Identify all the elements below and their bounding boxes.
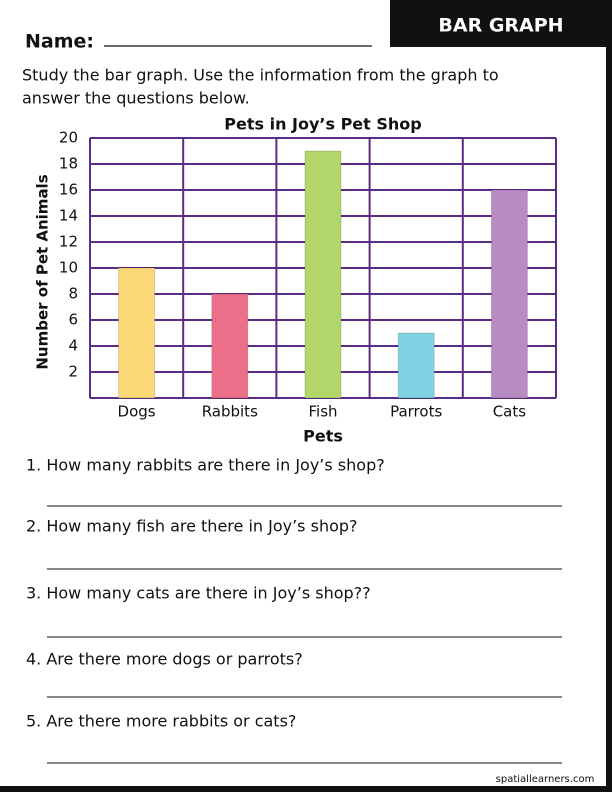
instructions: Study the bar graph. Use the information… <box>22 66 499 85</box>
bar <box>304 150 342 399</box>
x-tick-label: Rabbits <box>202 403 258 421</box>
y-tick-label: 16 <box>59 181 78 199</box>
y-tick-label: 4 <box>68 337 78 355</box>
instructions: answer the questions below. <box>22 89 250 108</box>
bar <box>211 293 249 399</box>
y-tick-label: 10 <box>59 259 78 277</box>
y-tick-label: 2 <box>68 363 78 381</box>
y-tick-label: 8 <box>68 285 78 303</box>
name-label: Name: <box>25 31 94 53</box>
badge: BAR GRAPH <box>438 15 563 37</box>
x-tick-label: Dogs <box>118 403 156 421</box>
y-tick-label: 6 <box>68 311 78 329</box>
question: 2. How many fish are there in Joy’s shop… <box>26 517 358 536</box>
bar <box>490 189 528 399</box>
question: 4. Are there more dogs or parrots? <box>26 650 303 669</box>
chart-title: Pets in Joy’s Pet Shop <box>224 115 421 134</box>
y-tick-label: 14 <box>59 207 78 225</box>
x-tick-label: Parrots <box>390 403 442 421</box>
y-tick-label: 20 <box>59 129 78 147</box>
y-axis-label: Number of Pet Animals <box>34 174 52 369</box>
question: 5. Are there more rabbits or cats? <box>26 712 296 731</box>
question: 3. How many cats are there in Joy’s shop… <box>26 584 371 603</box>
bottom-border <box>0 786 612 792</box>
badge-bg <box>390 0 612 47</box>
bar <box>118 267 156 399</box>
x-axis-label: Pets <box>303 427 343 446</box>
x-tick-label: Fish <box>308 403 337 421</box>
y-tick-label: 12 <box>59 233 78 251</box>
footer: spatiallearners.com <box>496 774 595 785</box>
y-tick-label: 18 <box>59 155 78 173</box>
x-tick-label: Cats <box>493 403 527 421</box>
bar <box>397 332 435 399</box>
question: 1. How many rabbits are there in Joy’s s… <box>26 456 385 475</box>
